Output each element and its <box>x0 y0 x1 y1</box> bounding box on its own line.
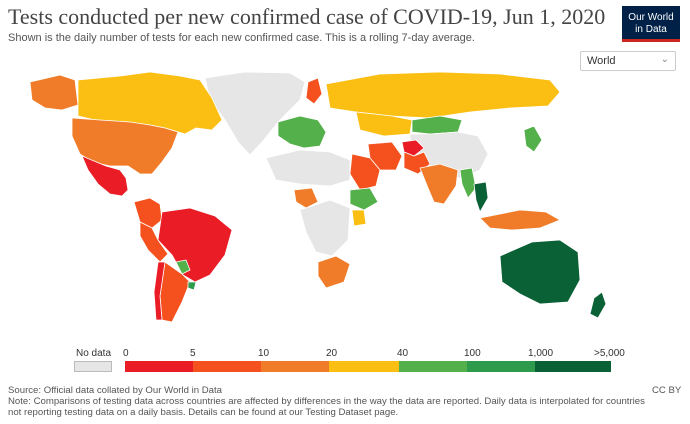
map-region-chile[interactable] <box>153 261 166 321</box>
chevron-down-icon: ⌄ <box>660 54 669 65</box>
license-link[interactable]: CC BY <box>652 385 682 396</box>
map-region-ethiopia[interactable] <box>349 187 379 211</box>
map-region-paraguay[interactable] <box>175 259 191 275</box>
chart-footer: Source: Official data collated by Our Wo… <box>8 385 648 418</box>
legend-tick: 10 <box>258 348 270 359</box>
region-select[interactable]: World ⌄ <box>580 51 676 71</box>
map-region-western-europe[interactable] <box>277 115 327 149</box>
map-region-uruguay[interactable] <box>187 281 197 291</box>
note-text: Note: Comparisons of testing data across… <box>8 396 645 418</box>
map-region-colombia[interactable] <box>133 197 163 229</box>
map-region-australia[interactable] <box>499 239 581 305</box>
map-region-indonesia[interactable] <box>479 209 561 231</box>
map-region-new-zealand[interactable] <box>589 291 607 319</box>
map-region-sweden[interactable] <box>305 77 323 105</box>
map-region-india[interactable] <box>419 163 459 205</box>
map-region-russia[interactable] <box>325 71 561 119</box>
chart-title: Tests conducted per new confirmed case o… <box>8 4 606 29</box>
map-region-brazil[interactable] <box>157 207 233 283</box>
map-region-south-africa[interactable] <box>317 255 351 289</box>
chart-subtitle: Shown is the daily number of tests for e… <box>8 32 475 44</box>
map-region-afghanistan[interactable] <box>401 139 425 157</box>
logo-line2: in Data <box>635 24 667 35</box>
map-region-mongolia[interactable] <box>411 115 463 135</box>
legend-bin[interactable] <box>125 361 193 372</box>
legend-tick: >5,000 <box>594 348 625 359</box>
legend-bin[interactable] <box>261 361 329 372</box>
source-text: Source: Official data collated by Our Wo… <box>8 385 223 396</box>
legend-no-data-label: No data <box>76 348 112 359</box>
legend-tick: 40 <box>397 348 409 359</box>
legend-bin[interactable] <box>535 361 611 372</box>
map-region-mexico[interactable] <box>81 155 129 197</box>
map-region-thailand[interactable] <box>473 181 489 213</box>
logo-accent-bar <box>622 39 680 42</box>
legend-no-data-swatch <box>74 361 112 372</box>
legend-bin[interactable] <box>399 361 467 372</box>
legend-tick: 100 <box>464 348 481 359</box>
region-select-value: World <box>587 55 616 67</box>
map-region-kenya[interactable] <box>351 209 367 227</box>
legend-bin[interactable] <box>329 361 399 372</box>
logo-line1: Our World <box>628 12 674 23</box>
legend-bin[interactable] <box>193 361 261 372</box>
map-region-north-africa[interactable] <box>265 149 351 187</box>
map-region-peru[interactable] <box>139 221 169 263</box>
map-region-greenland[interactable] <box>204 71 306 156</box>
legend-tick: 20 <box>326 348 338 359</box>
legend-bin[interactable] <box>467 361 535 372</box>
map-region-nigeria[interactable] <box>293 187 319 209</box>
map-region-central-africa[interactable] <box>299 199 351 257</box>
color-legend: No data 0 5 10 20 40 100 1,000 >5,000 <box>0 344 690 374</box>
world-map <box>29 71 607 323</box>
map-region-alaska[interactable] <box>29 74 79 111</box>
map-region-myanmar[interactable] <box>459 167 477 199</box>
legend-tick: 1,000 <box>528 348 554 359</box>
legend-tick: 5 <box>190 348 196 359</box>
map-region-japan[interactable] <box>523 125 543 153</box>
owid-logo[interactable]: Our World in Data <box>622 6 680 42</box>
legend-tick: 0 <box>123 348 129 359</box>
